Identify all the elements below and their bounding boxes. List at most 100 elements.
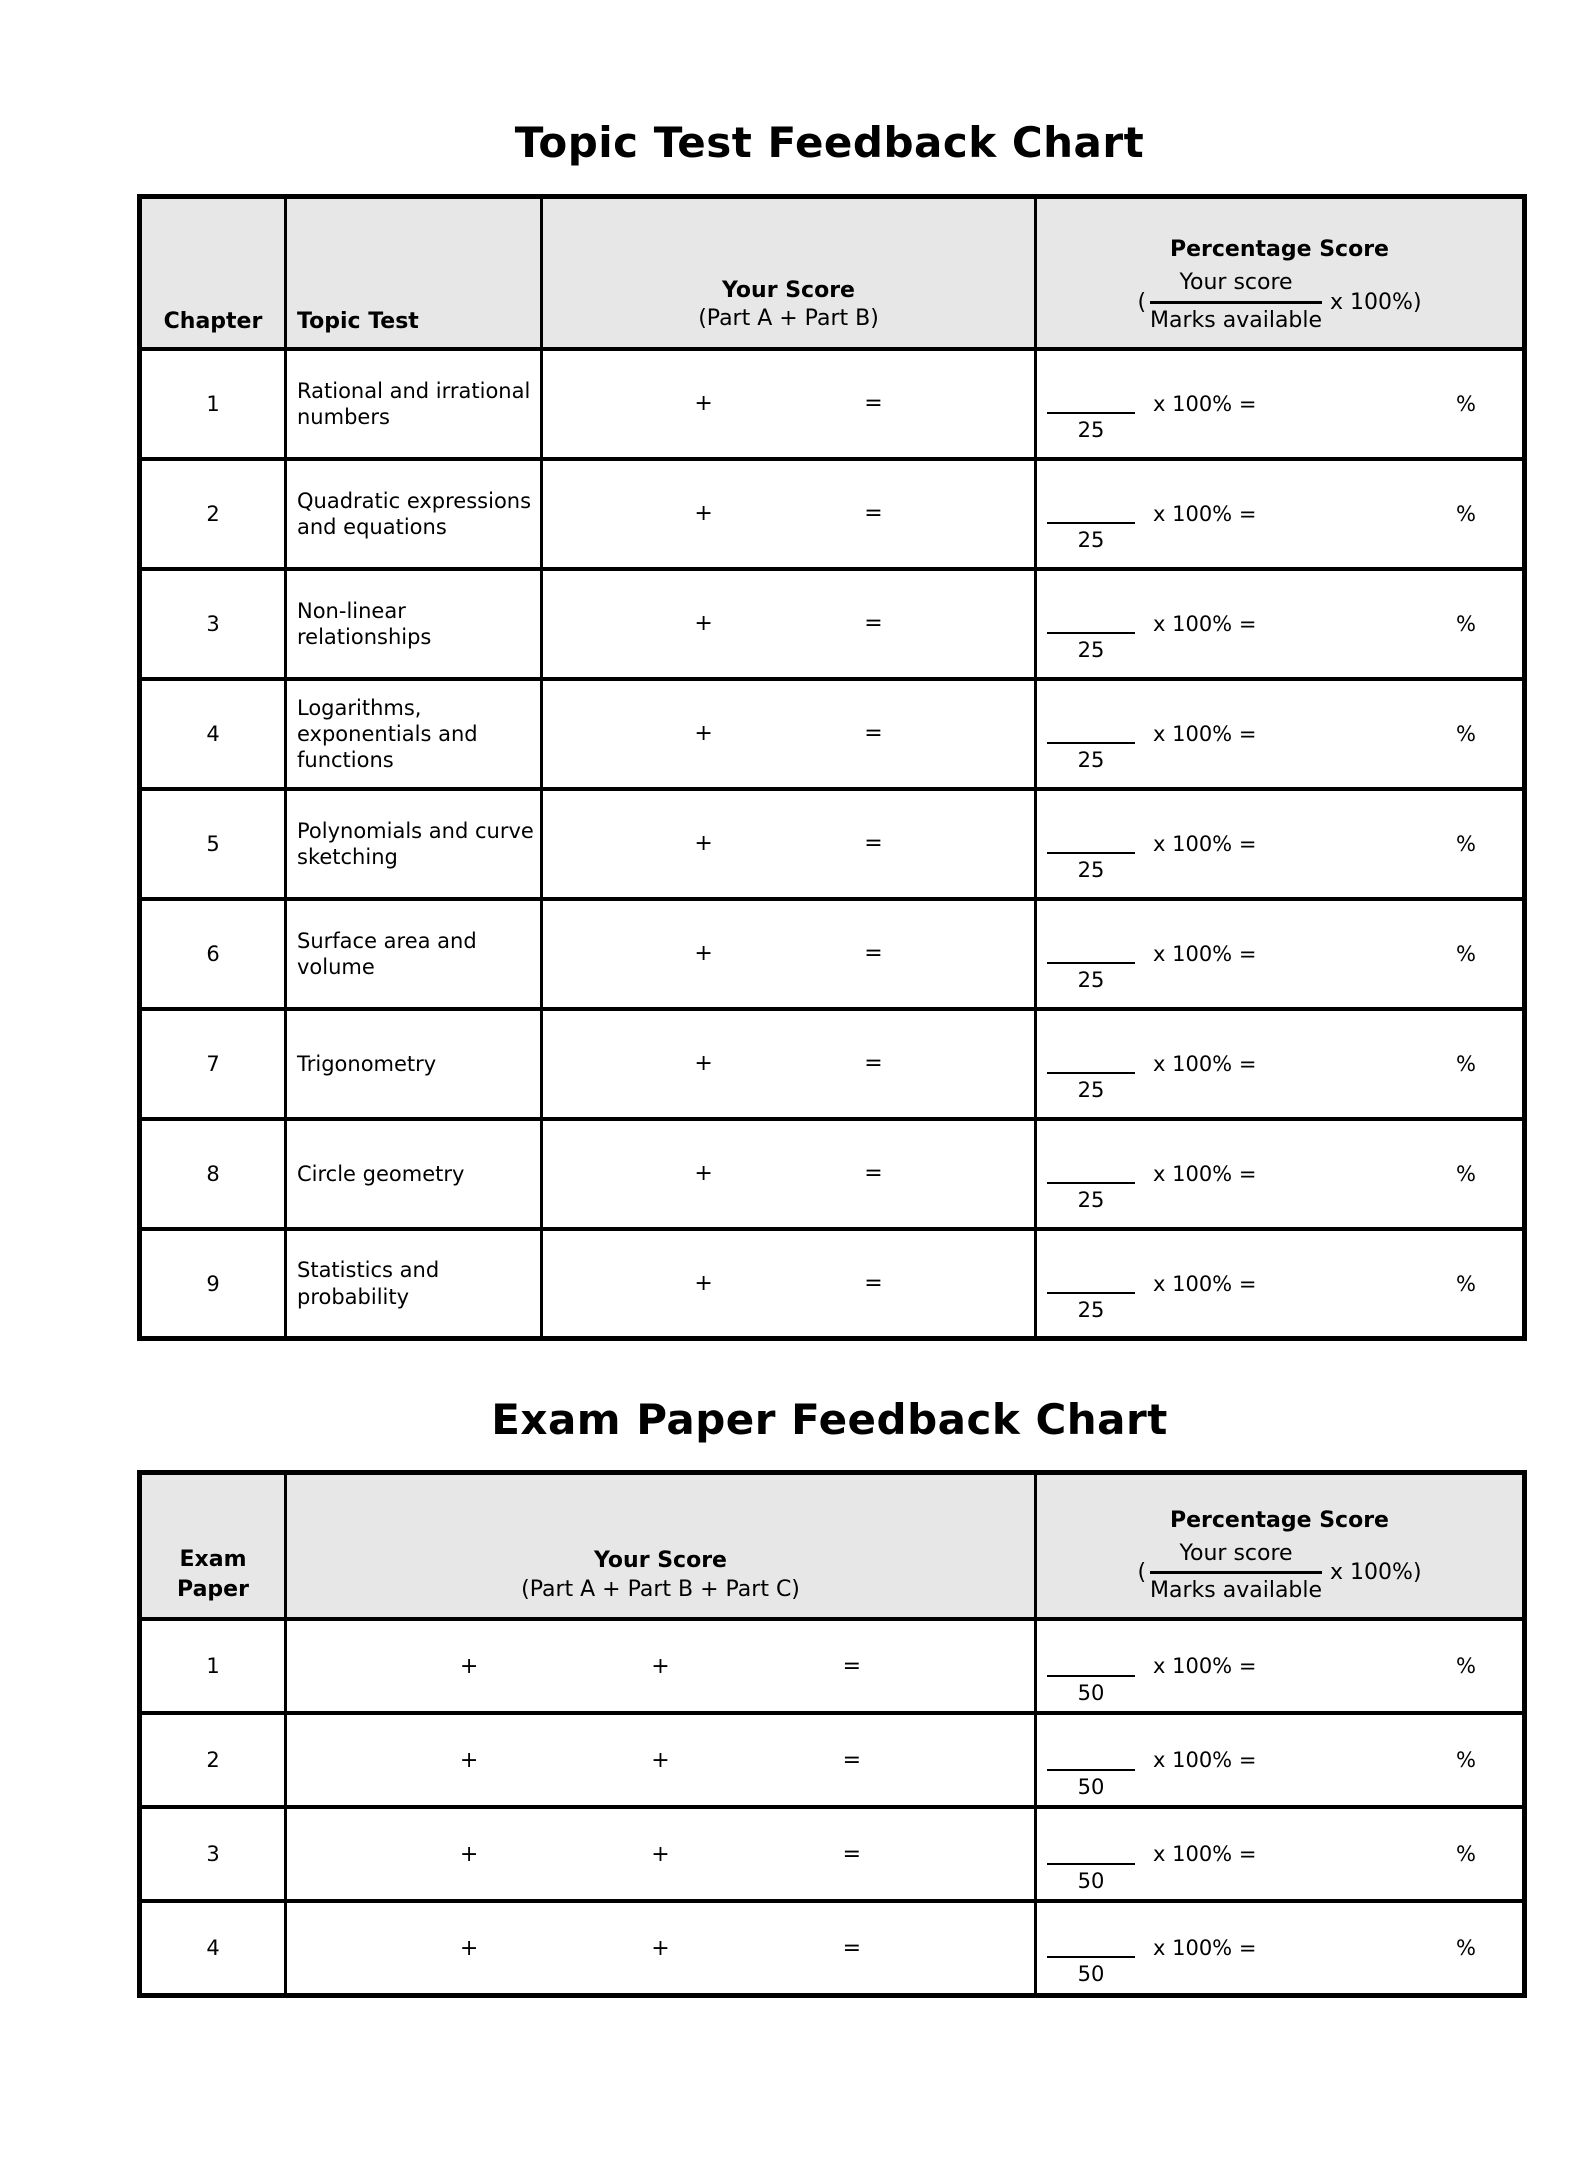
score-entry-line: + = [543, 941, 1034, 966]
plus-operator: + [694, 831, 713, 857]
score-fraction: 25 [1047, 742, 1135, 773]
your-score-header-title: Your Score [594, 1548, 727, 1574]
your-score-blank [1047, 1072, 1135, 1075]
percentage-entry-line: 25 x 100% = % [1037, 1158, 1522, 1212]
percentage-entry-line: 25 x 100% = % [1037, 608, 1522, 662]
topic-test-row: 5 Polynomials and curve sketching + = 25… [138, 786, 1526, 901]
total-score-blank [883, 1283, 1034, 1284]
topic-name: Statistics and probability [284, 1226, 543, 1341]
score-entry-line: + = [543, 1161, 1034, 1186]
exam-paper-number: 3 [138, 1805, 287, 1904]
your-score-header-subtitle: (Part A + Part B) [698, 306, 879, 332]
marks-available: 50 [1077, 1962, 1105, 1987]
part-c-score-blank [670, 1854, 843, 1855]
your-score-blank [1047, 1956, 1135, 1959]
part-b-score-blank [478, 1760, 651, 1761]
plus-operator: + [651, 1841, 670, 1867]
percent-sign: % [1456, 831, 1476, 856]
score-fraction: 50 [1047, 1956, 1135, 1987]
part-b-score-blank [713, 733, 864, 734]
percentage-entry-line: 25 x 100% = % [1037, 938, 1522, 992]
total-score-blank [861, 1948, 1034, 1949]
part-b-score-blank [713, 623, 864, 624]
part-c-score-blank [670, 1948, 843, 1949]
equals-operator: = [842, 1841, 862, 1867]
score-entry-line: + = [543, 611, 1034, 636]
plus-operator: + [694, 1271, 713, 1297]
topic-test-rows: 1 Rational and irrational numbers + = 25… [138, 346, 1526, 1341]
topic-name: Polynomials and curve sketching [284, 786, 543, 901]
total-score-blank [883, 513, 1034, 514]
part-b-score-blank [478, 1854, 651, 1855]
equals-operator: = [864, 721, 883, 747]
part-a-score-blank [543, 623, 694, 624]
score-fraction: 50 [1047, 1768, 1135, 1800]
plus-operator: + [694, 1161, 713, 1187]
score-entry-line: + = [543, 501, 1034, 526]
exam-paper-title: Exam Paper Feedback Chart [491, 1395, 1168, 1445]
percent-sign: % [1456, 1271, 1476, 1296]
score-entry-line: + + = [287, 1936, 1034, 1961]
marks-available: 50 [1077, 1680, 1105, 1705]
plus-operator: + [694, 941, 713, 967]
equals-operator: = [842, 1935, 862, 1961]
part-a-score-blank [287, 1666, 460, 1667]
part-a-score-blank [543, 1283, 694, 1284]
total-score-blank [883, 1063, 1034, 1064]
equals-operator: = [864, 1161, 883, 1187]
percentage-score-column-header: Percentage Score ( Your score Marks avai… [1034, 194, 1526, 351]
part-b-score-blank [478, 1666, 651, 1667]
score-entry-line: + + = [287, 1654, 1034, 1679]
your-score-blank [1047, 1674, 1135, 1677]
fraction-numerator-label: Your score [1179, 1540, 1293, 1566]
percentage-entry-line: 50 x 100% = % [1037, 1839, 1522, 1893]
your-score-blank [1047, 522, 1135, 525]
topic-name: Surface area and volume [284, 896, 543, 1011]
percentage-score-header-formula: ( Your score Marks available x 100%) [1037, 1541, 1522, 1605]
times-100-equals-label: x 100% = [1153, 611, 1257, 636]
equals-operator: = [864, 1271, 883, 1297]
marks-available: 25 [1077, 1078, 1105, 1103]
times-100-equals-label: x 100% = [1153, 1654, 1257, 1679]
part-a-score-blank [543, 843, 694, 844]
total-score-blank [883, 843, 1034, 844]
equals-operator: = [842, 1653, 862, 1679]
percentage-entry-line: 25 x 100% = % [1037, 1048, 1522, 1102]
part-b-score-blank [713, 1173, 864, 1174]
times-100-equals-label: x 100% = [1153, 1936, 1257, 1961]
marks-available: 50 [1077, 1774, 1105, 1799]
part-a-score-blank [543, 513, 694, 514]
plus-operator: + [651, 1935, 670, 1961]
topic-name: Quadratic expressions and equations [284, 456, 543, 571]
your-score-header-subtitle: (Part A + Part B + Part C) [521, 1576, 800, 1602]
topic-test-title: Topic Test Feedback Chart [514, 118, 1145, 167]
total-score-blank [861, 1854, 1034, 1855]
chapter-number: 6 [138, 896, 287, 1011]
total-score-blank [883, 733, 1034, 734]
chapter-number: 5 [138, 786, 287, 901]
score-fraction: 50 [1047, 1862, 1135, 1894]
percentage-entry-line: 25 x 100% = % [1037, 388, 1522, 442]
topic-name: Logarithms, exponentials and functions [284, 676, 543, 791]
percent-sign: % [1456, 941, 1476, 966]
percentage-entry-line: 25 x 100% = % [1037, 828, 1522, 882]
topic-name: Circle geometry [284, 1116, 543, 1231]
part-b-score-blank [713, 1063, 864, 1064]
topic-test-header-row: Chapter Topic Test Your Score (Part A + … [138, 194, 1526, 351]
exam-paper-number: 1 [138, 1617, 287, 1716]
score-fraction: 25 [1047, 852, 1135, 883]
topic-test-table: Chapter Topic Test Your Score (Part A + … [137, 194, 1527, 1342]
score-entry-line: + = [543, 831, 1034, 856]
part-a-score-blank [543, 403, 694, 404]
part-a-score-blank [287, 1854, 460, 1855]
your-score-blank [1047, 1182, 1135, 1185]
percent-sign: % [1456, 1161, 1476, 1186]
topic-test-row: 3 Non-linear relationships + = 25 x 100%… [138, 566, 1526, 681]
percentage-score-column-header: Percentage Score ( Your score Marks avai… [1034, 1470, 1526, 1622]
percent-sign: % [1456, 721, 1476, 746]
total-score-blank [861, 1760, 1034, 1761]
exam-paper-row: 3 + + = 50 x 100% = % [138, 1805, 1526, 1904]
topic-test-row: 4 Logarithms, exponentials and functions… [138, 676, 1526, 791]
percentage-score-header-title: Percentage Score [1170, 237, 1389, 263]
exam-paper-row: 2 + + = 50 x 100% = % [138, 1711, 1526, 1810]
